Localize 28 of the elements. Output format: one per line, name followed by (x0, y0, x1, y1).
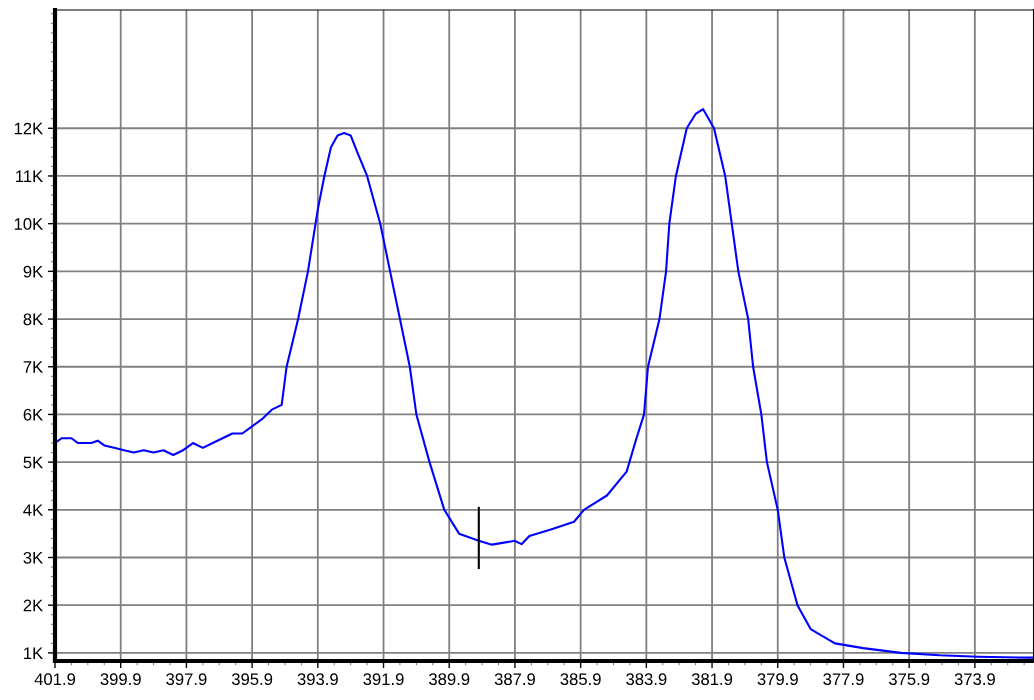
y-tick-label: 8K (23, 313, 44, 326)
line-series (55, 108, 1034, 659)
x-tick-label: 385.9 (560, 673, 601, 686)
x-tick-label: 379.9 (757, 673, 798, 686)
y-tick-label: 12K (14, 122, 44, 135)
x-tick-label: 377.9 (823, 673, 864, 686)
y-tick-label: 5K (23, 456, 44, 469)
y-tick-label: 6K (23, 408, 44, 421)
y-tick-label: 11K (16, 170, 44, 183)
x-tick-label: 387.9 (494, 673, 535, 686)
x-tick-label: 401.9 (34, 673, 76, 686)
y-tick-label: 2K (23, 599, 44, 612)
x-tick-label: 393.9 (297, 673, 338, 686)
x-tick-label: 389.9 (429, 673, 470, 686)
x-tick-label: 397.9 (166, 673, 207, 686)
x-tick-label: 391.9 (363, 673, 404, 686)
y-tick-label: 10K (14, 218, 44, 230)
x-tick-label: 395.9 (231, 673, 273, 686)
y-tick-label: 4K (23, 504, 44, 516)
x-tick-label: 373.9 (954, 673, 995, 686)
x-tick-label: 383.9 (626, 673, 667, 686)
y-tick-label: 7K (23, 361, 44, 373)
x-tick-label: 375.9 (888, 673, 930, 686)
y-tick-label: 9K (23, 265, 44, 278)
y-tick-label: 3K (23, 551, 44, 564)
y-tick-label: 1K (24, 647, 44, 659)
x-tick-label: 381.9 (691, 673, 733, 686)
x-tick-label: 399.9 (100, 673, 141, 686)
